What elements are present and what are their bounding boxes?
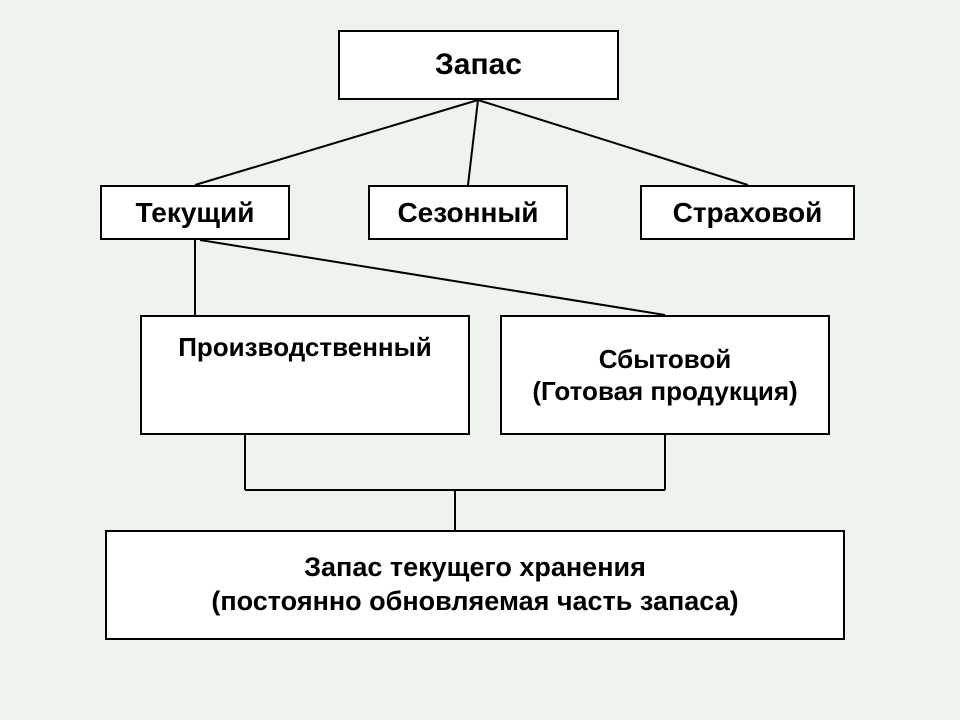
node-storage-label: Запас текущего хранения bbox=[304, 551, 646, 585]
node-insurance-label: Страховой bbox=[673, 195, 823, 230]
node-production: Производственный bbox=[140, 315, 470, 435]
node-seasonal-label: Сезонный bbox=[397, 195, 538, 230]
node-root-label: Запас bbox=[435, 46, 522, 84]
node-root: Запас bbox=[338, 30, 619, 100]
node-sales-sub: (Готовая продукция) bbox=[532, 375, 797, 408]
diagram-canvas: Запас Текущий Сезонный Страховой Произво… bbox=[0, 0, 960, 720]
node-production-label: Производственный bbox=[178, 331, 432, 364]
node-current: Текущий bbox=[100, 185, 290, 240]
node-sales: Сбытовой (Готовая продукция) bbox=[500, 315, 830, 435]
node-sales-label: Сбытовой bbox=[599, 343, 731, 376]
node-storage-sub: (постоянно обновляемая часть запаса) bbox=[211, 585, 738, 619]
node-seasonal: Сезонный bbox=[368, 185, 568, 240]
node-storage: Запас текущего хранения (постоянно обнов… bbox=[105, 530, 845, 640]
node-current-label: Текущий bbox=[136, 195, 255, 230]
node-insurance: Страховой bbox=[640, 185, 855, 240]
